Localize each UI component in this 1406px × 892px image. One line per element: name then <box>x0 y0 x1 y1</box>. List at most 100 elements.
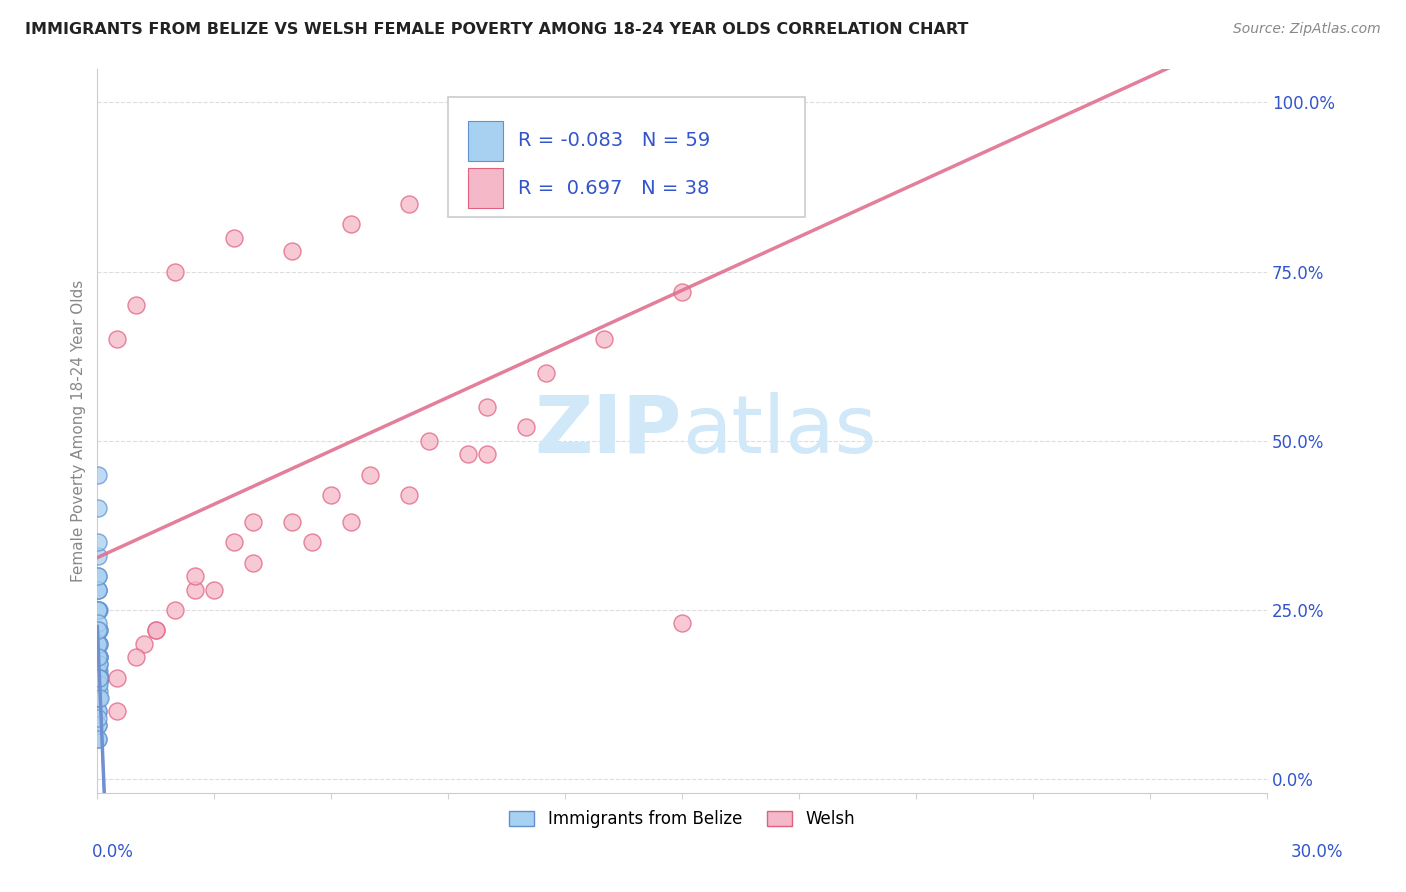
Point <box>242 515 264 529</box>
Point <box>87 684 110 698</box>
Point <box>87 603 110 617</box>
Point <box>87 664 110 678</box>
Point <box>87 603 110 617</box>
Point <box>87 650 110 665</box>
Point <box>87 467 110 482</box>
Point <box>87 690 110 705</box>
Point <box>87 624 110 638</box>
Point <box>105 332 128 346</box>
Point <box>89 690 111 705</box>
Point <box>105 705 128 719</box>
Point <box>87 637 110 651</box>
Point <box>301 535 323 549</box>
Point <box>398 488 420 502</box>
Point <box>87 705 110 719</box>
Point <box>87 677 110 691</box>
Point <box>87 657 110 671</box>
Text: R = -0.083   N = 59: R = -0.083 N = 59 <box>519 131 710 151</box>
Point <box>87 624 110 638</box>
Point <box>87 637 110 651</box>
Point <box>87 637 110 651</box>
Point <box>87 603 110 617</box>
Point <box>398 197 420 211</box>
Point <box>222 230 245 244</box>
Point <box>87 624 110 638</box>
Point <box>359 467 381 482</box>
Point <box>87 569 110 583</box>
Point <box>89 671 111 685</box>
Point <box>87 549 110 563</box>
Point <box>87 624 110 638</box>
Point <box>87 624 110 638</box>
Point <box>87 637 110 651</box>
Text: 30.0%: 30.0% <box>1291 843 1343 861</box>
Point <box>87 582 110 597</box>
Text: atlas: atlas <box>682 392 876 469</box>
Point <box>134 637 156 651</box>
Point <box>184 569 207 583</box>
Point <box>87 603 110 617</box>
Point <box>87 650 110 665</box>
Point <box>87 650 110 665</box>
Point <box>165 264 187 278</box>
Point <box>418 434 440 448</box>
Point <box>87 705 110 719</box>
Point <box>87 677 110 691</box>
Point <box>87 582 110 597</box>
Y-axis label: Female Poverty Among 18-24 Year Olds: Female Poverty Among 18-24 Year Olds <box>72 279 86 582</box>
Point <box>339 515 361 529</box>
Point <box>87 731 110 746</box>
Point <box>87 650 110 665</box>
Point <box>87 718 110 732</box>
Point <box>87 637 110 651</box>
Point <box>87 501 110 516</box>
Point <box>87 671 110 685</box>
Point <box>125 650 148 665</box>
Point <box>87 603 110 617</box>
Point <box>242 556 264 570</box>
Point <box>87 690 110 705</box>
Point <box>87 671 110 685</box>
Point <box>105 671 128 685</box>
Point <box>321 488 343 502</box>
Point <box>87 624 110 638</box>
Point <box>87 535 110 549</box>
Point <box>87 718 110 732</box>
Point <box>202 582 225 597</box>
Text: Source: ZipAtlas.com: Source: ZipAtlas.com <box>1233 22 1381 37</box>
Point <box>125 298 148 312</box>
Point <box>574 129 596 144</box>
Point <box>87 569 110 583</box>
Point <box>671 285 693 299</box>
Point <box>87 624 110 638</box>
Point <box>515 149 537 163</box>
Point <box>87 616 110 631</box>
Point <box>281 515 304 529</box>
Point <box>87 637 110 651</box>
Legend: Immigrants from Belize, Welsh: Immigrants from Belize, Welsh <box>502 804 862 835</box>
Point <box>165 603 187 617</box>
Point <box>477 400 499 414</box>
Point <box>281 244 304 259</box>
FancyBboxPatch shape <box>468 121 503 161</box>
Point <box>339 217 361 231</box>
Point <box>87 671 110 685</box>
Point <box>145 624 167 638</box>
Point <box>89 650 111 665</box>
Point <box>87 671 110 685</box>
Point <box>87 657 110 671</box>
Text: IMMIGRANTS FROM BELIZE VS WELSH FEMALE POVERTY AMONG 18-24 YEAR OLDS CORRELATION: IMMIGRANTS FROM BELIZE VS WELSH FEMALE P… <box>25 22 969 37</box>
Point <box>87 582 110 597</box>
Point <box>87 637 110 651</box>
Text: R =  0.697   N = 38: R = 0.697 N = 38 <box>519 178 710 197</box>
FancyBboxPatch shape <box>468 168 503 208</box>
FancyBboxPatch shape <box>449 97 804 217</box>
Text: 0.0%: 0.0% <box>91 843 134 861</box>
Point <box>87 711 110 725</box>
Point <box>593 332 616 346</box>
Point <box>457 177 479 191</box>
Point <box>515 420 537 434</box>
Point <box>87 690 110 705</box>
Point <box>534 366 557 380</box>
Point <box>457 447 479 461</box>
